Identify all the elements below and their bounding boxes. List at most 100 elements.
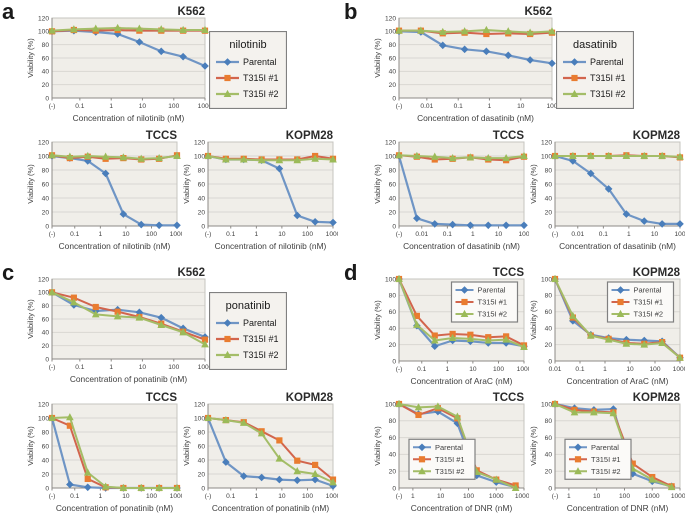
diamond-marker-icon — [179, 52, 187, 61]
series-parental-line — [398, 30, 553, 65]
y-tick-label: 100 — [38, 153, 49, 160]
diamond-marker-icon — [311, 217, 319, 226]
drug-legend: nilotinib Parental T315I #1 T315I #2 — [208, 30, 288, 110]
y-tick-label: 100 — [541, 401, 552, 408]
chart-inner-legend: Parental T315I #1 T315I #2 — [606, 281, 675, 323]
triangle-marker-icon — [676, 152, 684, 160]
diamond-marker-icon — [223, 58, 232, 66]
y-tick-label: 60 — [545, 435, 553, 442]
triangle-marker-icon — [204, 413, 212, 421]
triangle-marker-icon — [569, 311, 577, 319]
chart-b-kopm28: 0 20 40 60 80 100 120 (-) 0.01 0.1 1 10 100 KOPM28 Via… — [529, 128, 685, 259]
diamond-marker-icon — [155, 221, 163, 230]
y-tick-label: 0 — [548, 358, 552, 365]
x-tick-label: 100 — [518, 231, 529, 238]
legend-item-label: T315I #2 — [591, 467, 621, 476]
diamond-marker-icon — [676, 220, 684, 228]
x-tick-label: 0.01 — [549, 366, 562, 373]
legend-item-label: Parental — [634, 286, 662, 295]
triangle-marker-icon — [48, 288, 56, 296]
triangle-marker-icon — [239, 418, 248, 426]
triangle-marker-icon — [570, 408, 579, 416]
dose-response-chart: 0 20 40 60 80 100 120 (-) 0.1 1 10 100 1000 TCCS Viabi… — [26, 130, 185, 251]
triangle-marker-icon — [70, 25, 78, 33]
triangle-marker-icon — [511, 483, 520, 491]
triangle-marker-icon — [70, 298, 78, 306]
x-tick-label: 10 — [278, 231, 286, 238]
y-tick-label: 20 — [42, 82, 50, 89]
y-tick-label: 40 — [42, 457, 50, 464]
x-tick-label: 0.1 — [226, 493, 235, 500]
y-tick-label: 100 — [385, 276, 396, 283]
chart-c-tccs: 0 20 40 60 80 100 120 (-) 0.1 1 10 100 1000 TCCS Viabi… — [26, 390, 185, 521]
dose-response-chart: 0 20 40 60 80 100 120 (-) 0.01 0.1 1 10 100 K562 Viabi… — [373, 6, 558, 123]
chart-a-tccs: 0 20 40 60 80 100 120 (-) 0.1 1 10 100 1000 TCCS Viabi… — [26, 128, 185, 259]
triangle-marker-icon — [413, 151, 421, 159]
triangle-marker-icon — [179, 328, 187, 336]
y-axis-title: Viability (%) — [373, 426, 382, 466]
drug-legend: dasatinib Parental T315I #1 T315I #2 — [555, 30, 635, 110]
triangle-marker-icon — [311, 154, 319, 162]
x-tick-label: 1000 — [326, 231, 338, 238]
x-tick-label: 1 — [99, 493, 103, 500]
diamond-marker-icon — [604, 185, 613, 193]
x-tick-label: 0.1 — [599, 231, 608, 238]
chart-a-k562: 0 20 40 60 80 100 120 (-) 0.1 1 10 100 1000 K562 Viabi… — [26, 4, 213, 131]
diamond-marker-icon — [504, 51, 513, 60]
x-axis-title: Concentration of DNR (nM) — [567, 503, 669, 513]
triangle-marker-icon — [418, 467, 426, 475]
x-tick-label: (-) — [49, 103, 56, 110]
y-tick-label: 60 — [198, 443, 206, 450]
triangle-marker-icon — [179, 25, 187, 33]
y-tick-label: 20 — [389, 209, 397, 216]
x-tick-label: 100 — [302, 231, 313, 238]
triangle-marker-icon — [137, 154, 146, 162]
diamond-marker-icon — [222, 458, 230, 466]
chart-title: KOPM28 — [633, 267, 681, 279]
triangle-marker-icon — [223, 350, 232, 358]
y-tick-label: 80 — [389, 418, 397, 425]
y-tick-label: 0 — [45, 485, 49, 492]
y-tick-label: 60 — [42, 443, 50, 450]
diamond-marker-icon — [502, 221, 510, 230]
y-tick-label: 80 — [198, 429, 206, 436]
diamond-marker-icon — [293, 211, 302, 220]
triangle-marker-icon — [113, 23, 122, 31]
triangle-marker-icon — [586, 151, 595, 159]
diamond-marker-icon — [526, 56, 534, 64]
x-tick-label: 10 — [626, 366, 634, 373]
legend-item-label: T315I #2 — [634, 310, 664, 319]
x-tick-label: 0.01 — [415, 231, 428, 238]
triangle-marker-icon — [329, 478, 337, 486]
triangle-marker-icon — [223, 89, 232, 97]
diamond-marker-icon — [135, 38, 144, 46]
triangle-marker-icon — [395, 399, 403, 407]
x-axis-title: Concentration of dasatinib (nM) — [559, 241, 676, 251]
triangle-marker-icon — [293, 156, 302, 164]
y-axis-title: Viability (%) — [373, 164, 382, 204]
y-tick-label: 40 — [389, 452, 397, 459]
series-t315i-2-line — [554, 278, 681, 359]
chart-d-tccs-dnr: 0 20 40 60 80 100 (-) 1 10 100 1000 10000 Parental T3… — [373, 390, 533, 521]
y-tick-label: 100 — [385, 29, 396, 36]
triangle-marker-icon — [222, 415, 230, 424]
dose-response-chart: 0 20 40 60 80 100 120 (-) 0.1 1 10 100 1000 KOPM28 Via… — [182, 392, 341, 513]
x-tick-label: 0.1 — [70, 231, 79, 238]
x-axis-title: Concentration of nilotinib (nM) — [59, 241, 171, 251]
legend-item-label: T315I #1 — [590, 73, 626, 83]
triangle-marker-icon — [101, 152, 110, 160]
legend-item-label: Parental — [478, 286, 506, 295]
x-tick-label: 100 — [146, 493, 157, 500]
triangle-marker-icon — [604, 335, 613, 343]
triangle-marker-icon — [119, 153, 128, 161]
square-marker-icon — [312, 461, 319, 469]
y-tick-label: 0 — [392, 485, 396, 492]
triangle-marker-icon — [658, 338, 666, 346]
diamond-marker-icon — [418, 443, 426, 452]
triangle-marker-icon — [83, 468, 92, 476]
x-axis-title: Concentration of nilotinib (nM) — [215, 241, 327, 251]
triangle-marker-icon — [640, 340, 649, 348]
triangle-marker-icon — [604, 151, 613, 159]
x-tick-label: 100 — [619, 493, 630, 500]
x-tick-label: (-) — [49, 231, 56, 238]
